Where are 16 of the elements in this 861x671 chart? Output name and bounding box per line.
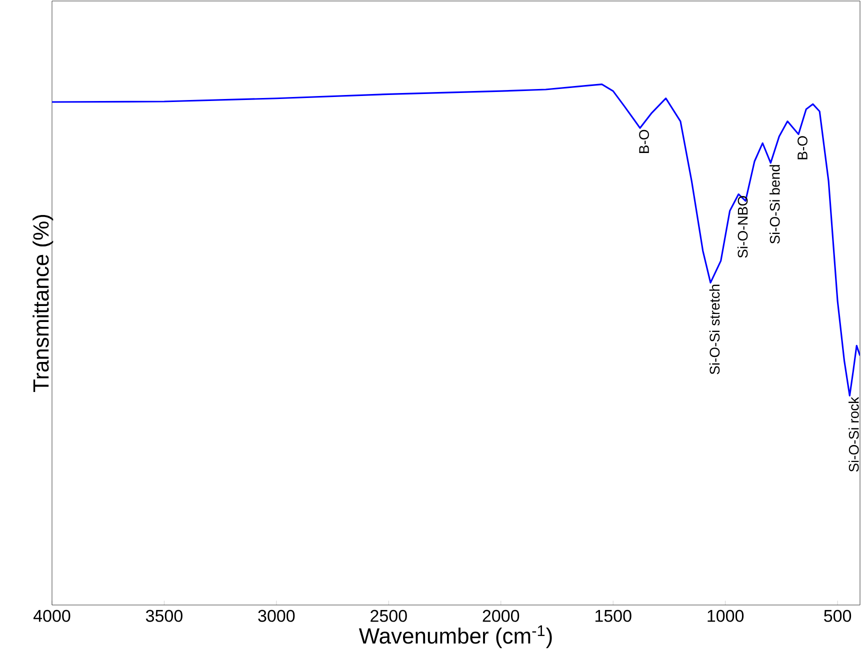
x-tick-label: 2000 [482, 610, 520, 622]
annotation: Si-O-NBO [737, 196, 748, 258]
annotation: Si-O-Si rock [848, 396, 859, 472]
x-tick-label: 3500 [146, 610, 182, 622]
x-tick-label: 4000 [33, 610, 70, 622]
x-tick-label: 2500 [370, 610, 407, 622]
y-axis-title: Transmittance (%) [32, 214, 54, 392]
annotation: Si-O-Si stretch [709, 284, 720, 374]
annotation: Si-O-Si bend [770, 165, 780, 244]
x-axis-title: Wavenumber (cm$^{-1}$) [358, 625, 552, 648]
x-tick-label: 1500 [595, 610, 632, 622]
annotation: B-O [798, 136, 808, 160]
x-tick-label: 500 [824, 610, 852, 622]
x-tick-label: 3000 [258, 610, 295, 622]
annotation: B-O [639, 130, 649, 153]
x-tick-label: 1000 [708, 610, 744, 622]
